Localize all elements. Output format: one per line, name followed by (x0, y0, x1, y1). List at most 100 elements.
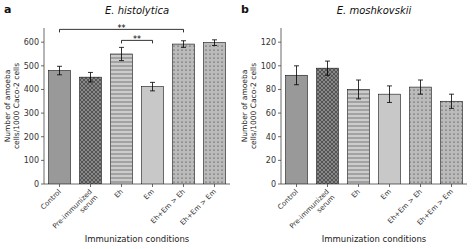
error-bar (325, 61, 330, 75)
text-line: Eh (350, 188, 362, 200)
y-tick-label: 40 (266, 133, 276, 142)
panel-label: b (241, 3, 249, 16)
x-tick-label: Pre-immunizedserum (51, 188, 100, 237)
y-axis-label: Number of amoebacells/1000 Caco-2 cells (3, 63, 21, 149)
y-tick (278, 65, 281, 66)
y-axis-label: Number of amoebacells/1000 Caco-2 cells (240, 63, 258, 149)
text-line: Em (379, 188, 393, 202)
significance-label: ** (133, 35, 141, 44)
error-bar (150, 82, 155, 91)
y-tick-label: 0 (34, 180, 39, 189)
x-tick-label: Pre-immunizedserum (288, 188, 337, 237)
y-tick (41, 136, 44, 137)
y-tick (41, 160, 44, 161)
text-line: serum (78, 193, 99, 214)
y-tick (41, 184, 44, 185)
y-tick-label: 500 (24, 62, 39, 71)
error-bar (119, 47, 124, 60)
text-line: cells/1000 Caco-2 cells (12, 63, 21, 149)
x-tick (183, 184, 184, 187)
bar (317, 68, 339, 184)
error-bar (449, 94, 454, 108)
x-tick-label: Eh (113, 188, 125, 200)
error-bar (181, 41, 186, 48)
error-bar (212, 40, 217, 46)
y-tick (278, 184, 281, 185)
y-tick-label: 80 (266, 85, 276, 94)
error-bar (294, 66, 299, 85)
bar (348, 89, 370, 184)
x-tick-label: Control (39, 188, 63, 212)
y-tick (41, 89, 44, 90)
error-bar (356, 80, 361, 99)
y-tick (41, 42, 44, 43)
text-line: Control (276, 188, 300, 212)
x-axis-label: Immunization conditions (322, 234, 427, 244)
bar (441, 101, 463, 184)
y-tick-label: 20 (266, 156, 276, 165)
y-tick-label: 100 (24, 156, 39, 165)
title: E. moshkovskii (337, 5, 412, 16)
bar (111, 54, 133, 184)
x-axis (44, 184, 230, 185)
text-line: cells/1000 Caco-2 cells (249, 63, 258, 149)
panel: 0 100 200 300 400 500 600 ControlPre-immunizeds… (3, 3, 230, 244)
x-tick-label: Em (142, 188, 156, 202)
figure: 0100200300400500600ControlPre-immunizeds… (0, 0, 474, 249)
y-tick-label: 600 (24, 38, 39, 47)
bar (410, 87, 432, 184)
y-tick-label: 60 (266, 109, 276, 118)
y-tick-label: 200 (24, 133, 39, 142)
x-axis (281, 184, 467, 185)
y-tick (278, 89, 281, 90)
text-line: Em (142, 188, 156, 202)
error-bar (418, 80, 423, 94)
x-tick (214, 184, 215, 187)
y-tick (278, 113, 281, 114)
panel-label: a (4, 3, 11, 16)
bar (49, 71, 71, 184)
bars (49, 40, 226, 184)
y-tick (41, 113, 44, 114)
bar (286, 75, 308, 184)
error-bar (387, 86, 392, 103)
bar (379, 94, 401, 184)
x-tick (327, 184, 328, 187)
y-tick (278, 136, 281, 137)
text-line: Control (39, 188, 63, 212)
x-tick (389, 184, 390, 187)
text-line: Eh (113, 188, 125, 200)
error-bar (88, 72, 93, 81)
x-tick (152, 184, 153, 187)
x-tick (90, 184, 91, 187)
panel: 020406080100120ControlPre-immunizedserum… (240, 3, 467, 244)
y-tick-label: 0 (271, 180, 276, 189)
y-axis (44, 28, 45, 184)
bars (286, 61, 463, 184)
text-line: serum (315, 193, 336, 214)
x-tick-label: Eh (350, 188, 362, 200)
x-tick (420, 184, 421, 187)
y-axis (281, 28, 282, 184)
y-tick (278, 160, 281, 161)
x-tick (121, 184, 122, 187)
significance-label: ** (118, 24, 126, 33)
bar (204, 43, 226, 184)
bar (173, 44, 195, 184)
bar (80, 77, 102, 184)
error-bar (57, 66, 62, 75)
x-tick-label: Control (276, 188, 300, 212)
y-tick (41, 65, 44, 66)
y-tick (278, 42, 281, 43)
x-tick (451, 184, 452, 187)
x-tick-label: Em (379, 188, 393, 202)
text-line: Eh+Em > Em (179, 188, 218, 227)
y-tick-label: 300 (24, 109, 39, 118)
bar (142, 87, 164, 184)
y-tick-label: 400 (24, 85, 39, 94)
y-tick-label: 120 (261, 38, 276, 47)
text-line: Eh+Em > Em (416, 188, 455, 227)
x-tick (59, 184, 60, 187)
x-tick-label: Eh+Em > Em (179, 188, 218, 227)
x-tick-label: Eh+Em > Em (416, 188, 455, 227)
